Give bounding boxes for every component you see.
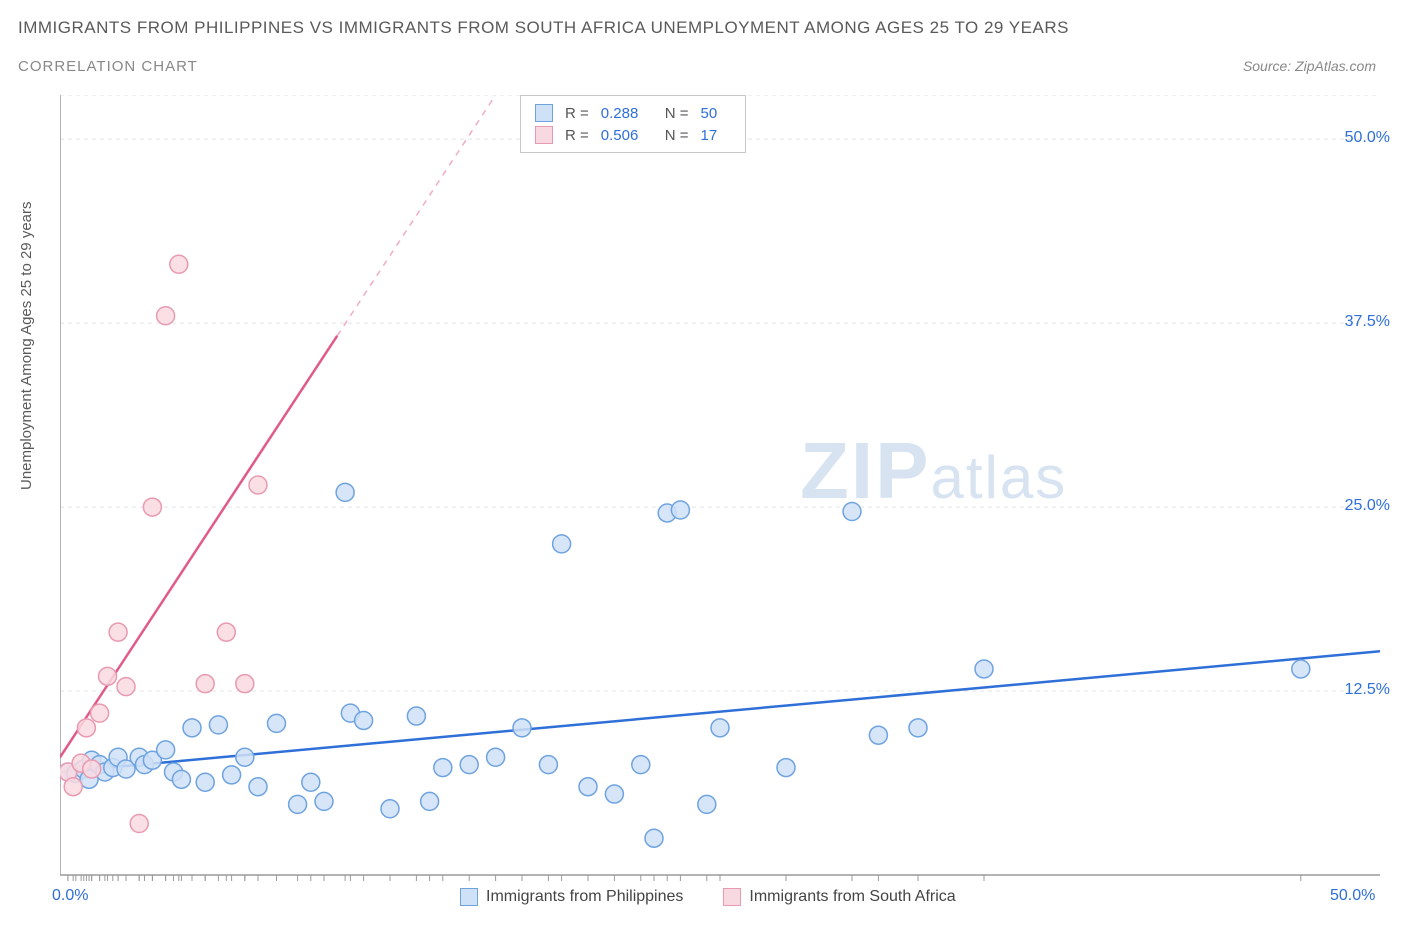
legend-n-value: 50: [701, 105, 731, 122]
legend-n-label: N =: [665, 105, 689, 122]
legend-series-item: Immigrants from Philippines: [460, 888, 683, 906]
legend-n-value: 17: [701, 127, 731, 144]
legend-r-label: R =: [565, 105, 589, 122]
y-axis-label: Unemployment Among Ages 25 to 29 years: [18, 201, 35, 490]
legend-stats-row: R = 0.506 N = 17: [535, 124, 731, 146]
legend-r-value: 0.506: [601, 127, 653, 144]
legend-series-label: Immigrants from Philippines: [486, 888, 683, 906]
y-tick-label: 50.0%: [1310, 129, 1390, 147]
legend-swatch: [460, 888, 478, 906]
legend-swatch: [535, 104, 553, 122]
legend-series-item: Immigrants from South Africa: [723, 888, 955, 906]
legend-series-label: Immigrants from South Africa: [749, 888, 955, 906]
scatter-chart-svg: [60, 95, 1380, 915]
y-tick-label: 25.0%: [1310, 497, 1390, 515]
legend-stats: R = 0.288 N = 50 R = 0.506 N = 17: [520, 95, 746, 153]
legend-stats-row: R = 0.288 N = 50: [535, 102, 731, 124]
legend-r-value: 0.288: [601, 105, 653, 122]
legend-swatch: [723, 888, 741, 906]
chart-title: IMMIGRANTS FROM PHILIPPINES VS IMMIGRANT…: [18, 18, 1069, 38]
y-tick-label: 37.5%: [1310, 313, 1390, 331]
chart-area: ZIPatlas R = 0.288 N = 50 R = 0.506 N = …: [60, 95, 1380, 875]
legend-n-label: N =: [665, 127, 689, 144]
source-label: Source: ZipAtlas.com: [1243, 58, 1376, 74]
chart-subtitle: CORRELATION CHART: [18, 58, 198, 75]
x-tick-label: 50.0%: [1330, 887, 1375, 905]
legend-r-label: R =: [565, 127, 589, 144]
legend-swatch: [535, 126, 553, 144]
x-tick-label: 0.0%: [52, 887, 88, 905]
legend-series: Immigrants from Philippines Immigrants f…: [460, 888, 986, 906]
y-tick-label: 12.5%: [1310, 681, 1390, 699]
